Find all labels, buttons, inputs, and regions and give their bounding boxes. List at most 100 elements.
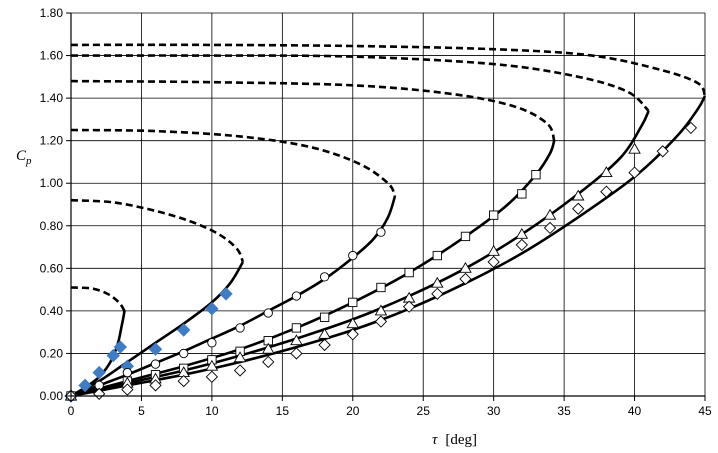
- marker-diamond-filled-series-1: [113, 340, 128, 354]
- curves: [70, 43, 707, 398]
- marker-diamond-filled-series-1: [148, 342, 163, 356]
- marker-circle-series-2: [263, 308, 273, 318]
- marker-triangle-series-4: [628, 142, 641, 154]
- marker-circle-series-2: [207, 338, 217, 348]
- marker-diamond-filled-series-1: [205, 302, 219, 316]
- solid-curve-2: [70, 261, 245, 398]
- marker-triangle-series-4: [290, 334, 303, 346]
- marker-square-series-3: [432, 250, 442, 261]
- marker-square-series-3: [460, 231, 471, 242]
- marker-diamond-series-5: [515, 238, 528, 252]
- y-axis-label-main: C: [16, 148, 27, 164]
- x-axis-label-main: τ: [432, 432, 438, 448]
- marker-diamond-series-5: [656, 145, 669, 158]
- marker-triangle-series-4: [431, 276, 444, 288]
- marker-diamond-series-5: [431, 287, 444, 301]
- solid-curve-6: [70, 95, 707, 398]
- y-tick-label: 0.00: [40, 389, 64, 403]
- y-axis-label: Cp: [16, 148, 32, 167]
- marker-circle-series-2: [319, 272, 330, 282]
- x-tick-label: 25: [417, 404, 431, 418]
- marker-diamond-series-5: [205, 370, 219, 383]
- marker-triangle-series-4: [346, 317, 360, 329]
- marker-diamond-series-5: [149, 379, 162, 392]
- marker-square-series-3: [376, 282, 386, 293]
- marker-diamond-series-5: [262, 355, 275, 369]
- marker-circle-series-2: [376, 227, 386, 237]
- marker-triangle-series-4: [374, 304, 388, 316]
- marker-diamond-series-5: [600, 185, 613, 198]
- marker-diamond-filled-series-1: [219, 287, 233, 301]
- marker-triangle-series-4: [487, 244, 500, 256]
- y-tick-label: 0.60: [40, 261, 64, 275]
- marker-diamond-series-5: [93, 387, 106, 401]
- marker-diamond-series-5: [487, 255, 500, 269]
- marker-diamond-series-5: [177, 374, 190, 388]
- marker-triangle-series-4: [318, 327, 331, 339]
- y-tick-label: 1.60: [40, 49, 64, 63]
- dashed-curve-2: [70, 198, 245, 263]
- y-tick-labels: 0.00 0.20 0.40 0.60 0.80 1.00 1.20 1.40 1.60 1.80: [40, 6, 64, 403]
- y-tick-label: 1.40: [40, 91, 64, 105]
- marker-diamond-filled-series-1: [92, 365, 106, 380]
- marker-square-series-3: [531, 170, 541, 180]
- marker-circle-series-2: [179, 348, 189, 359]
- marker-circle-series-2: [150, 359, 161, 369]
- y-tick-label: 1.20: [40, 134, 64, 148]
- x-tick-label: 30: [487, 404, 501, 418]
- marker-square-series-3: [489, 210, 499, 220]
- marker-diamond-series-5: [402, 300, 416, 313]
- marker-square-series-3: [517, 189, 527, 199]
- dashed-curve-1: [70, 286, 126, 312]
- marker-triangle-series-4: [571, 189, 585, 201]
- marker-diamond-series-5: [374, 315, 388, 328]
- x-tick-label: 15: [276, 404, 290, 418]
- marker-circle-series-2: [235, 323, 245, 333]
- marker-diamond-series-5: [290, 347, 303, 360]
- grid-lines: [70, 12, 706, 397]
- marker-triangle-series-4: [205, 359, 219, 371]
- marker-diamond-series-5: [572, 202, 585, 215]
- x-axis-unit: [deg]: [445, 432, 477, 448]
- marker-triangle-series-4: [600, 166, 613, 178]
- x-tick-label: 45: [698, 404, 712, 418]
- marker-square-series-3: [291, 323, 302, 333]
- data-markers: [64, 121, 698, 403]
- x-tick-label: 35: [557, 404, 571, 418]
- x-tick-label: 10: [205, 404, 219, 418]
- marker-diamond-series-5: [318, 338, 331, 352]
- marker-triangle-series-4: [515, 227, 529, 239]
- marker-square-series-3: [404, 267, 414, 278]
- marker-diamond-filled-series-1: [106, 348, 120, 363]
- y-axis-label-subscript: p: [25, 155, 32, 167]
- x-tick-labels: 0 5 10 15 20 25 30 35 40 45: [68, 404, 712, 418]
- dashed-curve-3: [70, 128, 397, 197]
- y-tick-label: 0.40: [40, 304, 64, 318]
- marker-diamond-series-5: [233, 364, 247, 377]
- x-axis-label: τ [deg]: [432, 432, 477, 448]
- marker-diamond-series-5: [121, 383, 134, 396]
- marker-triangle-series-4: [233, 351, 247, 363]
- dashed-curve-5: [70, 54, 650, 112]
- axes: [66, 12, 706, 401]
- marker-circle-series-2: [291, 291, 302, 301]
- marker-triangle-series-4: [261, 342, 275, 354]
- dashed-curve-4: [70, 79, 556, 142]
- y-tick-label: 1.80: [40, 6, 64, 20]
- marker-diamond-series-5: [543, 221, 557, 235]
- marker-diamond-series-5: [459, 272, 472, 286]
- x-tick-label: 0: [68, 404, 75, 418]
- marker-diamond-series-5: [628, 166, 641, 179]
- marker-diamond-series-5: [684, 121, 698, 135]
- marker-diamond-filled-series-1: [177, 323, 191, 337]
- marker-circle-series-2: [122, 367, 133, 378]
- marker-square-series-3: [348, 297, 358, 308]
- y-tick-label: 0.80: [40, 219, 64, 233]
- marker-triangle-series-4: [459, 261, 472, 273]
- marker-circle-series-2: [348, 250, 358, 261]
- x-tick-label: 40: [628, 404, 642, 418]
- marker-triangle-series-4: [543, 208, 557, 220]
- y-tick-label: 0.20: [40, 346, 64, 360]
- y-tick-label: 1.00: [40, 176, 64, 190]
